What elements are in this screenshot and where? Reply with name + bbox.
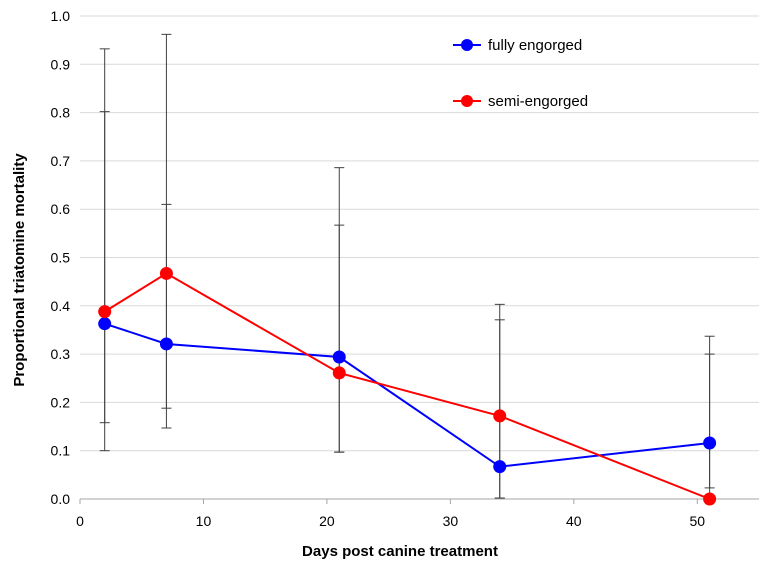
y-tick-label: 0.3	[51, 346, 71, 362]
series-points	[98, 266, 717, 506]
y-tick-label: 0.4	[51, 298, 71, 314]
y-tick-label: 0.7	[51, 153, 71, 169]
y-axis-title: Proportional triatomine mortality	[11, 153, 28, 387]
data-point-series-1	[98, 317, 112, 331]
legend-label: fully engorged	[488, 37, 582, 54]
x-axis-title: Days post canine treatment	[302, 543, 498, 560]
y-tick-label: 0.0	[51, 491, 71, 507]
tick-labels: 0.0 0.1 0.2 0.3 0.4 0.5 0.6 0.7 0.8 0.9 1.0 0 10 20 30…	[51, 8, 706, 529]
data-point-series-2	[98, 305, 112, 319]
y-tick-label: 1.0	[51, 8, 71, 24]
legend-swatch-marker	[461, 39, 473, 51]
y-tick-label: 0.8	[51, 105, 71, 121]
y-tick-label: 0.6	[51, 201, 71, 217]
legend-swatch-marker	[461, 95, 473, 107]
axes	[79, 498, 759, 504]
x-tick-label: 30	[443, 513, 459, 529]
data-point-series-1	[493, 460, 507, 474]
y-tick-label: 0.1	[51, 443, 71, 459]
y-tick-label: 0.2	[51, 394, 71, 410]
x-tick-label: 0	[76, 513, 84, 529]
x-tick-label: 10	[196, 513, 212, 529]
data-point-series-2	[332, 366, 346, 380]
x-tick-label: 40	[566, 513, 582, 529]
legend: fully engorged semi-engorged	[453, 37, 588, 110]
data-point-series-2	[493, 409, 507, 423]
gridlines	[80, 15, 759, 452]
series-line-1	[104, 322, 710, 468]
y-tick-label: 0.5	[51, 250, 71, 266]
error-bars	[99, 33, 715, 500]
series-lines	[104, 272, 710, 500]
x-tick-label: 50	[689, 513, 705, 529]
data-point-series-1	[159, 337, 173, 351]
data-point-series-1	[703, 436, 717, 450]
x-tick-label: 20	[319, 513, 335, 529]
series-line-2	[104, 272, 710, 500]
legend-label: semi-engorged	[488, 93, 588, 110]
data-point-series-1	[332, 350, 346, 364]
data-point-series-2	[703, 492, 717, 506]
y-tick-label: 0.9	[51, 56, 71, 72]
data-point-series-2	[159, 266, 173, 280]
